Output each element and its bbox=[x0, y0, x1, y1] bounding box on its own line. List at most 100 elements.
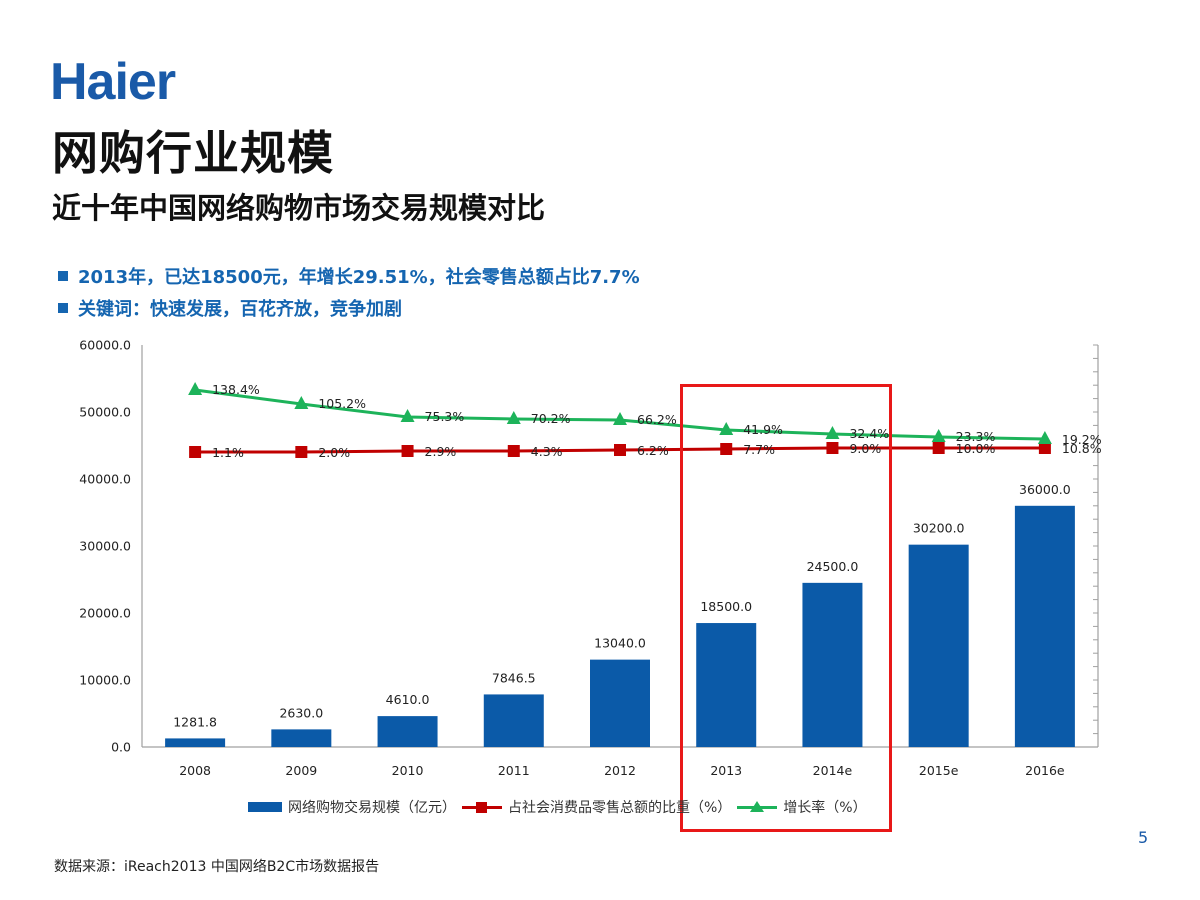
x-tick-label: 2008 bbox=[179, 763, 211, 778]
x-tick-label: 2014e bbox=[813, 763, 853, 778]
line-value-label: 7.7% bbox=[743, 442, 775, 457]
legend-item-growth: 增长率（%） bbox=[731, 797, 867, 817]
line-value-label: 4.3% bbox=[531, 444, 563, 459]
y-tick-label: 50000.0 bbox=[79, 405, 131, 420]
line-value-label: 10.0% bbox=[956, 441, 996, 456]
x-axis-labels: 2008 2009 2010 2011 2012 2013 2014e 2015e 2016e bbox=[179, 763, 1065, 778]
bullet-item: 2013年，已达18500元，年增长29.51%，社会零售总额占比7.7% bbox=[58, 260, 640, 292]
bar bbox=[908, 544, 969, 747]
y-axis-tick-labels: 0.0 10000.0 20000.0 30000.0 40000.0 50000.0 60… bbox=[79, 338, 131, 755]
bar bbox=[483, 694, 544, 747]
y-tick-label: 10000.0 bbox=[79, 673, 131, 688]
y-tick-label: 40000.0 bbox=[79, 472, 131, 487]
legend-bar-swatch-icon bbox=[248, 802, 282, 812]
triangle-marker-icon bbox=[613, 412, 627, 425]
legend-label: 网络购物交易规模（亿元） bbox=[288, 800, 456, 816]
chart-legend: 网络购物交易规模（亿元） 占社会消费品零售总额的比重（%） 增长率（%） bbox=[248, 797, 867, 817]
bar bbox=[696, 623, 757, 747]
line-value-label: 1.1% bbox=[212, 445, 244, 460]
line-value-label: 19.2% bbox=[1062, 432, 1102, 447]
bar bbox=[271, 729, 332, 747]
y-tick-label: 20000.0 bbox=[79, 606, 131, 621]
growth-line-series: 138.4% 105.2% 75.3% 70.2% 66.2% 41.9% 32.4% 23.… bbox=[188, 382, 1102, 447]
legend-label: 增长率（%） bbox=[783, 800, 867, 816]
bar-value-label: 7846.5 bbox=[492, 670, 536, 685]
legend-item-share: 占社会消费品零售总额的比重（%） bbox=[456, 797, 731, 817]
line-value-label: 70.2% bbox=[531, 411, 571, 426]
x-tick-label: 2010 bbox=[392, 763, 424, 778]
line-value-label: 66.2% bbox=[637, 412, 677, 427]
triangle-marker-icon bbox=[1037, 431, 1052, 444]
triangle-marker-icon bbox=[400, 409, 415, 422]
x-tick-label: 2016e bbox=[1025, 763, 1065, 778]
legend-triangle-line-icon bbox=[737, 800, 778, 814]
line-value-label: 138.4% bbox=[212, 382, 260, 397]
x-tick-label: 2011 bbox=[498, 763, 530, 778]
bar-value-label: 36000.0 bbox=[1019, 482, 1071, 497]
share-line-series: 1.1% 2.0% 2.9% 4.3% 6.2% 7.7% 9.0% 10.0% 10.8% bbox=[189, 441, 1102, 460]
bar bbox=[802, 582, 863, 747]
triangle-marker-icon bbox=[506, 411, 521, 424]
bar bbox=[377, 716, 438, 747]
square-marker-icon bbox=[932, 442, 945, 454]
triangle-marker-icon bbox=[188, 382, 203, 395]
bar-series bbox=[165, 505, 1075, 747]
line-value-label: 41.9% bbox=[743, 422, 783, 437]
bar bbox=[1014, 505, 1075, 747]
x-tick-label: 2015e bbox=[919, 763, 959, 778]
bullet-text: 关键词：快速发展，百花齐放，竞争加剧 bbox=[78, 299, 402, 320]
bar-value-label: 24500.0 bbox=[807, 559, 859, 574]
bar-value-label: 18500.0 bbox=[700, 599, 752, 614]
bar-value-label: 13040.0 bbox=[594, 636, 646, 651]
bullet-text: 2013年，已达18500元，年增长29.51%，社会零售总额占比7.7% bbox=[78, 267, 640, 288]
y-tick-label: 0.0 bbox=[111, 740, 131, 755]
bullet-square-icon bbox=[58, 303, 68, 313]
square-marker-icon bbox=[295, 446, 308, 458]
triangle-marker-icon bbox=[294, 396, 309, 409]
bar bbox=[165, 738, 226, 747]
bar-value-label: 4610.0 bbox=[386, 692, 430, 707]
square-marker-icon bbox=[189, 446, 202, 458]
triangle-marker-icon bbox=[825, 426, 840, 439]
legend-label: 占社会消费品零售总额的比重（%） bbox=[508, 800, 732, 816]
highlight-box-2013-2014 bbox=[680, 384, 892, 832]
haier-logo: Haier bbox=[50, 53, 176, 111]
square-marker-icon bbox=[614, 444, 626, 456]
triangle-marker-icon bbox=[719, 422, 734, 435]
square-marker-icon bbox=[401, 445, 414, 457]
bullet-item: 关键词：快速发展，百花齐放，竞争加剧 bbox=[58, 292, 640, 324]
line-value-label: 9.0% bbox=[849, 441, 881, 456]
bar bbox=[590, 659, 650, 747]
x-tick-label: 2013 bbox=[710, 763, 742, 778]
line-value-label: 2.0% bbox=[318, 445, 350, 460]
data-source-note: 数据来源：iReach2013 中国网络B2C市场数据报告 bbox=[54, 859, 380, 875]
x-tick-label: 2012 bbox=[604, 763, 636, 778]
line-value-label: 23.3% bbox=[956, 429, 996, 444]
x-tick-label: 2009 bbox=[285, 763, 317, 778]
bar-value-label: 2630.0 bbox=[279, 705, 323, 720]
bar-value-label: 30200.0 bbox=[913, 521, 965, 536]
line-value-label: 6.2% bbox=[637, 443, 669, 458]
bar-data-labels: 1281.8 2630.0 4610.0 7846.5 13040.0 18500.0 24… bbox=[173, 482, 1071, 730]
square-marker-icon bbox=[1038, 442, 1051, 454]
square-marker-icon bbox=[507, 445, 520, 457]
line-value-label: 32.4% bbox=[849, 426, 889, 441]
line-value-label: 105.2% bbox=[318, 396, 366, 411]
bullet-list: 2013年，已达18500元，年增长29.51%，社会零售总额占比7.7% 关键… bbox=[58, 260, 640, 324]
line-value-label: 10.8% bbox=[1062, 441, 1102, 456]
line-value-label: 2.9% bbox=[425, 444, 457, 459]
y-tick-label: 30000.0 bbox=[79, 539, 131, 554]
page-subtitle: 近十年中国网络购物市场交易规模对比 bbox=[52, 191, 546, 225]
triangle-marker-icon bbox=[931, 429, 946, 442]
line-value-label: 75.3% bbox=[425, 409, 465, 424]
bar-value-label: 1281.8 bbox=[173, 714, 217, 729]
legend-item-volume: 网络购物交易规模（亿元） bbox=[248, 797, 456, 817]
y-tick-label: 60000.0 bbox=[79, 338, 131, 353]
square-marker-icon bbox=[720, 443, 733, 455]
square-marker-icon bbox=[826, 442, 839, 454]
legend-square-line-icon bbox=[462, 800, 502, 814]
bullet-square-icon bbox=[58, 271, 68, 281]
page-number: 5 bbox=[1138, 828, 1149, 847]
page-title: 网购行业规模 bbox=[52, 126, 334, 180]
